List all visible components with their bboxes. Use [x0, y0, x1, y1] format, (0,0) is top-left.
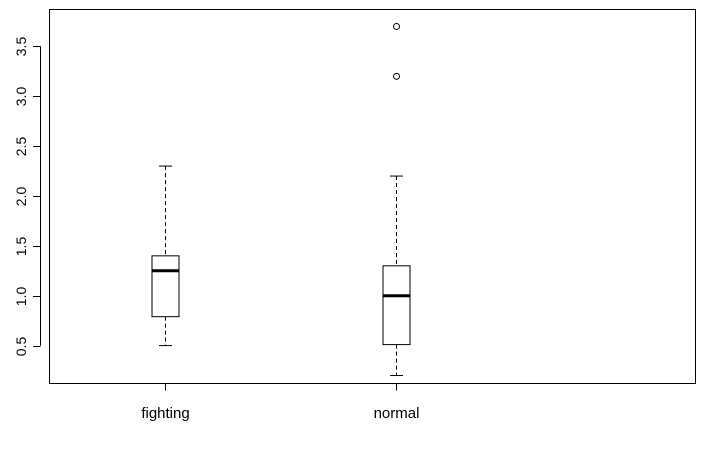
y-tick-label: 0.5 — [13, 337, 29, 357]
box-series — [151, 22, 411, 377]
y-tick-label: 3.5 — [13, 37, 29, 57]
outlier-point — [393, 22, 400, 30]
y-tick-label: 2.0 — [13, 187, 29, 207]
y-axis: 0.5 1.0 1.5 2.0 2.5 3.0 3.5 — [13, 37, 41, 357]
box-normal — [382, 22, 411, 377]
box-fighting — [151, 165, 180, 347]
x-tick-label: fighting — [141, 405, 189, 422]
x-tick-label: normal — [374, 405, 420, 422]
iqr-box — [382, 265, 411, 346]
y-tick-label: 1.0 — [13, 287, 29, 307]
x-axis: fighting normal — [141, 383, 420, 422]
y-tick-label: 1.5 — [13, 237, 29, 257]
outlier-point — [393, 72, 400, 80]
plot-frame — [49, 9, 696, 384]
y-tick-label: 2.5 — [13, 137, 29, 157]
iqr-box — [151, 255, 180, 318]
y-tick-label: 3.0 — [13, 87, 29, 107]
